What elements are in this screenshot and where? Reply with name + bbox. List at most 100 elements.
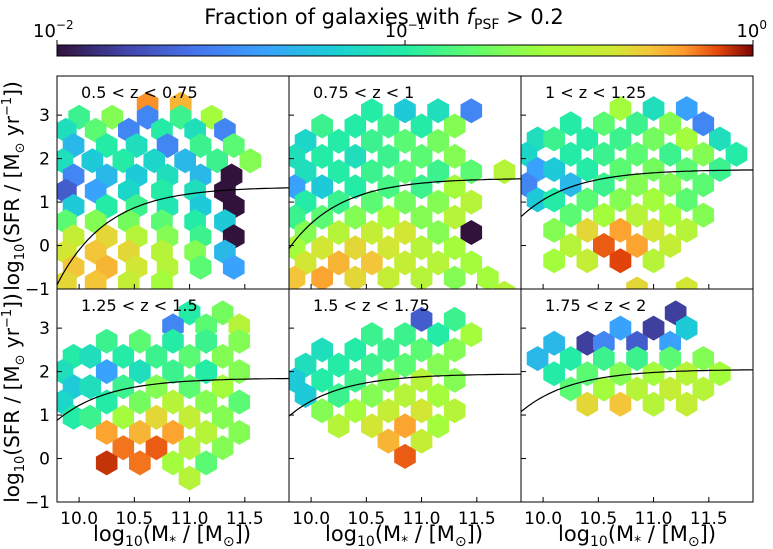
hexbin-cell bbox=[559, 346, 582, 372]
hexbin-cell bbox=[692, 141, 715, 167]
hexbin-cell bbox=[112, 404, 135, 430]
hexbin-cell bbox=[311, 367, 333, 393]
x-tick-label: 10.0 bbox=[524, 509, 562, 529]
hexbin-cell bbox=[327, 352, 350, 378]
hexbin-cell bbox=[427, 413, 449, 439]
panel-title: 0.75 < z < 1 bbox=[313, 83, 414, 102]
hexbin-cell bbox=[692, 346, 715, 372]
panel-title: 1.5 < z < 1.75 bbox=[313, 296, 430, 315]
hexbin-cell bbox=[543, 330, 565, 356]
colorbar-tick-label: 10−1 bbox=[385, 18, 426, 42]
hexbin-cell bbox=[195, 389, 217, 415]
colorbar-title-sub: PSF bbox=[474, 17, 499, 33]
hexbin-cell bbox=[593, 233, 615, 258]
hexbin-cell bbox=[642, 96, 665, 122]
hexbin-cell bbox=[526, 187, 549, 213]
hexbin-cell bbox=[609, 315, 632, 341]
hexbin-cell bbox=[593, 141, 615, 167]
hexbin-cell bbox=[460, 98, 483, 124]
hexbin-cell bbox=[609, 187, 632, 213]
x-tick-label: 11.0 bbox=[403, 509, 441, 529]
y-tick-label: −1 bbox=[25, 493, 50, 513]
hexbin-cell bbox=[593, 376, 615, 402]
hexbin-cell bbox=[394, 189, 416, 215]
x-tick-label: 10.5 bbox=[579, 509, 617, 529]
hexbin-cell bbox=[311, 398, 333, 424]
hexbin-cell bbox=[377, 367, 400, 393]
hexbin-cell bbox=[95, 359, 118, 385]
hexbin-cell bbox=[394, 413, 416, 439]
hexbin-cell bbox=[112, 148, 135, 174]
hexbin-cell bbox=[443, 398, 466, 424]
hexbin-cell bbox=[361, 220, 383, 245]
panel-frame bbox=[520, 288, 754, 503]
hexbin-cell bbox=[593, 172, 615, 198]
hexbin-cell bbox=[344, 398, 367, 424]
hexbin-cell bbox=[143, 148, 165, 174]
hexbin-cell bbox=[112, 374, 135, 400]
hexbin-cell bbox=[178, 465, 201, 491]
hexbin-cell bbox=[95, 133, 118, 159]
hexbin-cell bbox=[410, 235, 433, 261]
hexbin-cell bbox=[626, 172, 648, 198]
hexbin-cell bbox=[460, 220, 483, 245]
hexbin-cell bbox=[145, 435, 168, 461]
hexbin-cell bbox=[394, 159, 416, 185]
hexbin-cell bbox=[443, 265, 466, 289]
hexbin-cell bbox=[477, 265, 499, 289]
hexbin-cell bbox=[443, 337, 466, 363]
hexbin-cell bbox=[95, 450, 118, 476]
hexbin-cell bbox=[659, 111, 681, 137]
hexbin-cell bbox=[112, 435, 135, 461]
colorbar-tick-label: 100 bbox=[736, 18, 767, 42]
hexbin-cell bbox=[675, 315, 698, 341]
hexbin-cell bbox=[410, 398, 433, 424]
hexbin-cell bbox=[593, 111, 615, 137]
hexbin-cell bbox=[410, 337, 433, 363]
hexbin-cell bbox=[129, 359, 151, 385]
hexbin-cell bbox=[626, 141, 648, 167]
hexbin-cell bbox=[675, 217, 698, 243]
colorbar bbox=[56, 44, 754, 57]
panel-title: 0.5 < z < 0.75 bbox=[81, 83, 198, 102]
hexbin-cell bbox=[642, 391, 665, 417]
x-tick-label: 11.0 bbox=[171, 509, 209, 529]
hexbin-cells bbox=[521, 96, 748, 289]
hexbin-cell bbox=[642, 248, 665, 274]
hexbin-cell bbox=[410, 143, 433, 169]
hexbin-cell bbox=[659, 202, 681, 228]
hexbin-cell bbox=[443, 306, 466, 332]
panel: 1 < z < 1.25 bbox=[520, 75, 754, 290]
hexbin-cell bbox=[344, 204, 367, 230]
hexbin-cell bbox=[81, 148, 104, 174]
panel-title: 1 < z < 1.25 bbox=[545, 83, 646, 102]
hexbin-cell bbox=[443, 143, 466, 169]
hexbin-cell bbox=[543, 361, 565, 387]
hexbin-cell bbox=[460, 322, 483, 348]
main-sequence-line bbox=[289, 178, 521, 249]
hexbin-cell bbox=[162, 359, 184, 385]
hexbin-cell bbox=[361, 98, 383, 124]
hexbin-cell bbox=[162, 389, 184, 415]
xlabel-col1: log10(M* / [M⊙]) bbox=[93, 522, 251, 549]
hexbin-cell bbox=[559, 141, 582, 167]
hexbin-cell bbox=[327, 413, 350, 439]
hexbin-cell bbox=[692, 111, 715, 137]
hexbin-cell bbox=[344, 143, 367, 169]
hexbin-cell bbox=[675, 157, 698, 182]
hexbin-cell bbox=[642, 361, 665, 387]
hexbin-cell bbox=[626, 233, 648, 258]
hexbin-cell bbox=[460, 189, 483, 215]
hexbin-cell bbox=[101, 104, 124, 130]
hexbin-cell bbox=[410, 428, 433, 454]
hexbin-cell bbox=[145, 404, 168, 430]
main-sequence-line bbox=[57, 377, 289, 421]
hexbin-cell bbox=[609, 126, 632, 152]
hexbin-cell bbox=[609, 96, 632, 122]
hexbin-cell bbox=[642, 217, 665, 243]
hexbin-cell bbox=[206, 148, 228, 174]
panel: 1.25 < z < 1.5 −1 0 1 2 3 10.0 10.5 11.0 11.5 bbox=[25, 288, 290, 529]
hexbin-cell bbox=[344, 265, 367, 289]
hexbin-cell bbox=[311, 235, 333, 261]
main-sequence-line bbox=[521, 369, 753, 413]
